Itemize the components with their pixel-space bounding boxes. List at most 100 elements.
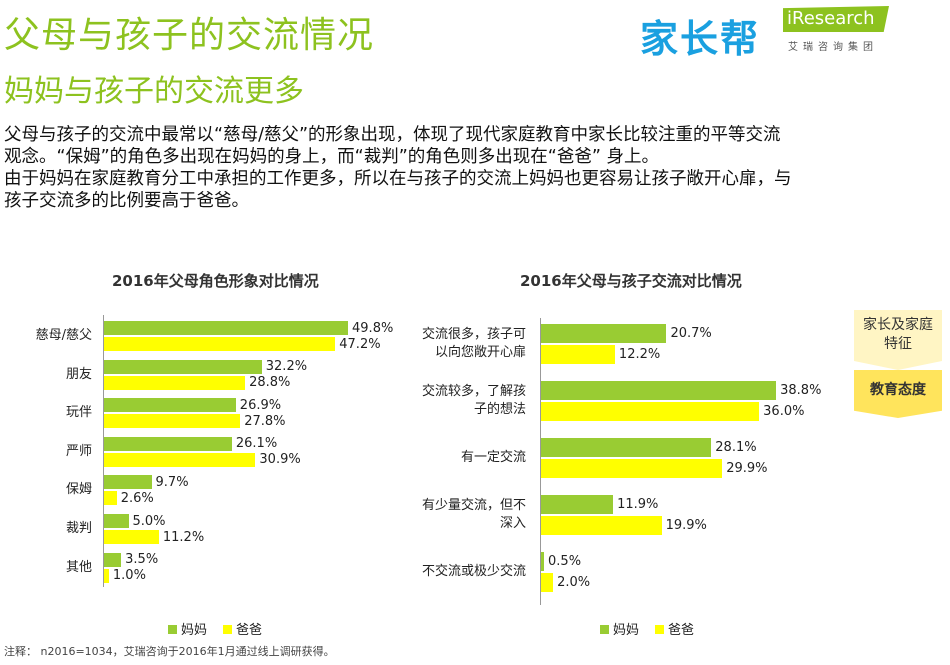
y-axis (540, 318, 541, 605)
legend-swatch (600, 625, 609, 634)
page-title: 父母与孩子的交流情况 (4, 15, 375, 56)
category-label-line: 其他 (65, 559, 92, 575)
bar-dad (104, 375, 246, 390)
summary-line: 由于妈妈在家庭教育分工中承担的工作更多，所以在与孩子的交流上妈妈也更容易让孩子敞… (4, 169, 792, 189)
category-label: 交流很多，孩子可以向您敞开心扉 (376, 326, 526, 362)
y-axis (103, 315, 104, 588)
category-label: 裁判 (0, 520, 92, 538)
summary-text: 父母与孩子的交流中最常以“慈母/慈父”的形象出现，体现了现代家庭教育中家长比较注… (4, 124, 904, 212)
category-label: 不交流或极少交流 (376, 563, 526, 581)
iresearch-logo-cn: 艾瑞咨询集团 (788, 42, 878, 53)
bar-dad (541, 402, 760, 421)
chart-title: 2016年父母与孩子交流对比情况 (520, 272, 742, 290)
category-label: 严师 (0, 443, 92, 461)
bar-dad (541, 573, 554, 592)
bar-mom (104, 436, 232, 451)
category-label: 其他 (0, 559, 92, 577)
data-label: 26.1% (235, 436, 278, 452)
tag-label: 教育态度 (870, 382, 926, 398)
category-label-line: 有少量交流，但不 (421, 498, 526, 513)
category-label-line: 严师 (65, 443, 92, 459)
category-label-line: 交流较多，了解孩 (421, 384, 526, 399)
bar-dad (104, 414, 241, 429)
data-label: 26.9% (239, 397, 282, 413)
data-label: 47.2% (339, 336, 381, 352)
summary-line: 观念。“保姆”的角色多出现在妈妈的身上，而“裁判”的角色则多出现在“爸爸” 身上… (4, 147, 659, 167)
category-label: 有一定交流 (376, 449, 526, 467)
footnote: 注释： n2016=1034，艾瑞咨询于2016年1月通过线上调研获得。 (4, 645, 335, 658)
tag-family-features[interactable]: 家长及家庭特征 (854, 310, 942, 370)
summary-line: 父母与孩子的交流中最常以“慈母/慈父”的形象出现，体现了现代家庭教育中家长比较注… (4, 125, 781, 145)
bar-mom (541, 495, 614, 514)
bar-dad (104, 452, 256, 467)
tag-education-attitude[interactable]: 教育态度 (854, 370, 942, 418)
data-label: 0.5% (548, 554, 582, 569)
data-label: 28.1% (715, 440, 757, 455)
tag-label: 家长及家庭特征 (863, 317, 933, 352)
category-label-line: 慈母/慈父 (35, 328, 92, 343)
jiazhangbang-logo: 家长帮 (640, 17, 761, 61)
legend-swatch (168, 625, 177, 634)
category-label: 慈母/慈父 (0, 327, 92, 345)
category-label-line: 玩伴 (65, 405, 92, 421)
category-label: 保姆 (0, 481, 92, 499)
bar-mom (541, 438, 712, 457)
data-label: 9.7% (155, 474, 189, 490)
data-label: 29.9% (726, 461, 768, 476)
legend-swatch (223, 625, 232, 634)
bar-mom (104, 475, 152, 490)
data-label: 27.8% (244, 413, 286, 429)
data-label: 20.7% (670, 326, 712, 341)
data-label: 38.8% (780, 383, 822, 398)
data-label: 12.2% (618, 347, 661, 362)
data-label: 1.0% (112, 568, 146, 584)
data-label: 32.2% (265, 359, 308, 375)
bar-dad (104, 491, 117, 506)
category-label-line: 保姆 (65, 482, 92, 498)
legend-item: 爸爸 (655, 619, 694, 638)
category-label: 交流较多，了解孩子的想法 (376, 383, 526, 419)
category-label-line: 深入 (499, 516, 526, 531)
bar-mom (541, 552, 545, 571)
summary-line: 孩子交流多的比例要高于爸爸。 (4, 191, 249, 211)
category-label: 有少量交流，但不深入 (376, 497, 526, 533)
legend-label: 爸爸 (236, 623, 263, 638)
bar-mom (104, 359, 262, 374)
legend-swatch (655, 625, 664, 634)
bar-dad (541, 516, 662, 535)
data-label: 49.8% (352, 320, 394, 336)
bar-mom (541, 324, 667, 343)
category-label: 玩伴 (0, 404, 92, 422)
category-label-line: 子的想法 (473, 402, 526, 417)
legend-label: 妈妈 (613, 623, 640, 638)
page-subtitle: 妈妈与孩子的交流更多 (4, 74, 304, 109)
bar-mom (104, 321, 349, 335)
category-label: 朋友 (0, 366, 92, 384)
category-label-line: 裁判 (65, 521, 92, 536)
data-label: 11.2% (162, 529, 205, 545)
bar-dad (104, 337, 336, 351)
data-label: 3.5% (125, 552, 159, 568)
legend-label: 妈妈 (181, 623, 208, 638)
data-label: 28.8% (249, 375, 291, 391)
data-label: 2.0% (557, 575, 591, 590)
data-label: 30.9% (259, 452, 301, 468)
category-label-line: 交流很多，孩子可 (421, 327, 526, 342)
data-label: 5.0% (132, 513, 166, 529)
bar-dad (541, 459, 723, 478)
legend-item: 妈妈 (168, 619, 207, 638)
category-label-line: 朋友 (65, 366, 92, 382)
bar-dad (104, 568, 109, 583)
category-label-line: 有一定交流 (460, 450, 526, 465)
bar-dad (104, 530, 159, 544)
iresearch-logo: iResearch (783, 6, 889, 32)
bar-mom (104, 514, 129, 528)
data-label: 2.6% (120, 490, 154, 506)
legend-label: 爸爸 (668, 623, 695, 638)
bar-mom (541, 381, 777, 400)
legend-item: 爸爸 (223, 619, 262, 638)
category-label-line: 以向您敞开心扉 (434, 345, 526, 360)
category-label-line: 不交流或极少交流 (421, 564, 526, 579)
bar-dad (541, 345, 615, 364)
bar-mom (104, 552, 122, 567)
